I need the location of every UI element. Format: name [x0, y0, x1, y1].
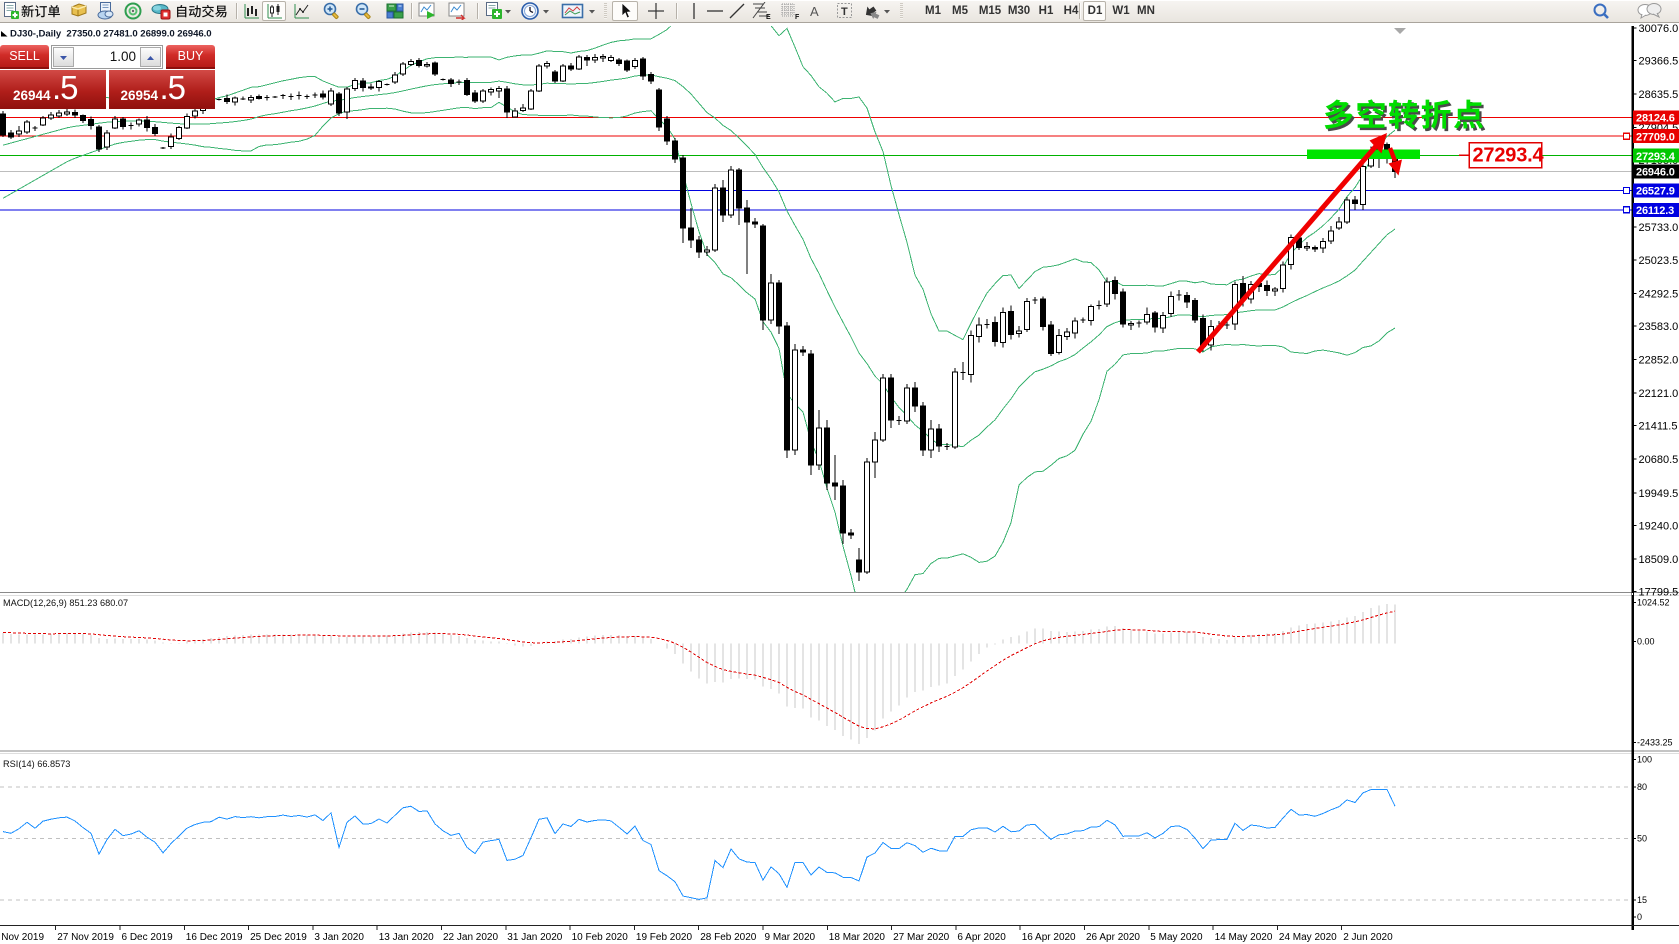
svg-text:27 Nov 2019: 27 Nov 2019	[57, 932, 114, 943]
svg-text:16 Apr 2020: 16 Apr 2020	[1022, 932, 1076, 943]
svg-text:20680.5: 20680.5	[1639, 454, 1679, 466]
svg-text:27293.4: 27293.4	[1473, 145, 1545, 167]
svg-text:3 Jan 2020: 3 Jan 2020	[314, 932, 364, 943]
svg-text:2 Jun 2020: 2 Jun 2020	[1343, 932, 1393, 943]
svg-text:1024.52: 1024.52	[1637, 597, 1670, 607]
svg-text:31 Jan 2020: 31 Jan 2020	[507, 932, 562, 943]
svg-text:-2433.25: -2433.25	[1637, 737, 1673, 747]
svg-text:27 Mar 2020: 27 Mar 2020	[893, 932, 950, 943]
svg-text:13 Jan 2020: 13 Jan 2020	[379, 932, 434, 943]
svg-text:26527.9: 26527.9	[1636, 186, 1675, 198]
svg-text:50: 50	[1637, 834, 1647, 844]
svg-text:10 Feb 2020: 10 Feb 2020	[572, 932, 629, 943]
svg-text:80: 80	[1637, 782, 1647, 792]
svg-text:F: F	[795, 14, 800, 20]
svg-text:26946.0: 26946.0	[1636, 167, 1675, 179]
svg-text:25 Dec 2019: 25 Dec 2019	[250, 932, 307, 943]
svg-text:22121.0: 22121.0	[1639, 388, 1679, 400]
svg-text:28 Feb 2020: 28 Feb 2020	[700, 932, 757, 943]
svg-text:MACD(12,26,9) 851.23 680.07: MACD(12,26,9) 851.23 680.07	[3, 598, 128, 608]
svg-text:26112.3: 26112.3	[1636, 205, 1674, 217]
svg-text:30076.0: 30076.0	[1639, 23, 1679, 35]
svg-text:6 Dec 2019: 6 Dec 2019	[122, 932, 174, 943]
svg-text:0.00: 0.00	[1637, 637, 1655, 647]
svg-text:21411.5: 21411.5	[1639, 421, 1678, 433]
svg-text:24 May 2020: 24 May 2020	[1279, 932, 1337, 943]
svg-text:29366.5: 29366.5	[1639, 55, 1679, 67]
svg-text:28635.5: 28635.5	[1639, 89, 1679, 101]
svg-text:22 Jan 2020: 22 Jan 2020	[443, 932, 498, 943]
svg-text:E: E	[766, 14, 771, 20]
svg-text:18509.0: 18509.0	[1639, 554, 1679, 566]
svg-text:RSI(14) 66.8573: RSI(14) 66.8573	[3, 759, 70, 769]
svg-text:6 Apr 2020: 6 Apr 2020	[957, 932, 1006, 943]
svg-text:26 Apr 2020: 26 Apr 2020	[1086, 932, 1140, 943]
svg-text:25023.5: 25023.5	[1639, 255, 1679, 267]
svg-text:22852.0: 22852.0	[1639, 355, 1679, 367]
svg-text:23583.0: 23583.0	[1639, 321, 1679, 333]
svg-text:5 May 2020: 5 May 2020	[1150, 932, 1203, 943]
svg-text:27293.4: 27293.4	[1636, 151, 1676, 163]
svg-text:16 Dec 2019: 16 Dec 2019	[186, 932, 243, 943]
svg-text:DJ30-,Daily 27350.0 27481.0 2: DJ30-,Daily 27350.0 27481.0 26899.0 2694…	[10, 29, 212, 40]
svg-text:27709.0: 27709.0	[1636, 131, 1675, 143]
svg-text:T: T	[841, 6, 848, 18]
svg-text:8 Nov 2019: 8 Nov 2019	[0, 932, 44, 943]
svg-text:19949.5: 19949.5	[1639, 488, 1679, 500]
svg-text:100: 100	[1637, 755, 1652, 765]
svg-text:0: 0	[1637, 912, 1642, 922]
svg-text:25733.0: 25733.0	[1639, 222, 1679, 234]
svg-text:9 Mar 2020: 9 Mar 2020	[765, 932, 816, 943]
svg-text:19 Feb 2020: 19 Feb 2020	[636, 932, 693, 943]
svg-text:14 May 2020: 14 May 2020	[1215, 932, 1273, 943]
svg-text:18 Mar 2020: 18 Mar 2020	[829, 932, 886, 943]
svg-text:19240.0: 19240.0	[1639, 520, 1679, 532]
svg-text:24292.5: 24292.5	[1639, 288, 1679, 300]
svg-text:17799.5: 17799.5	[1639, 587, 1679, 599]
svg-text:28124.6: 28124.6	[1636, 113, 1675, 125]
svg-text:15: 15	[1637, 895, 1647, 905]
